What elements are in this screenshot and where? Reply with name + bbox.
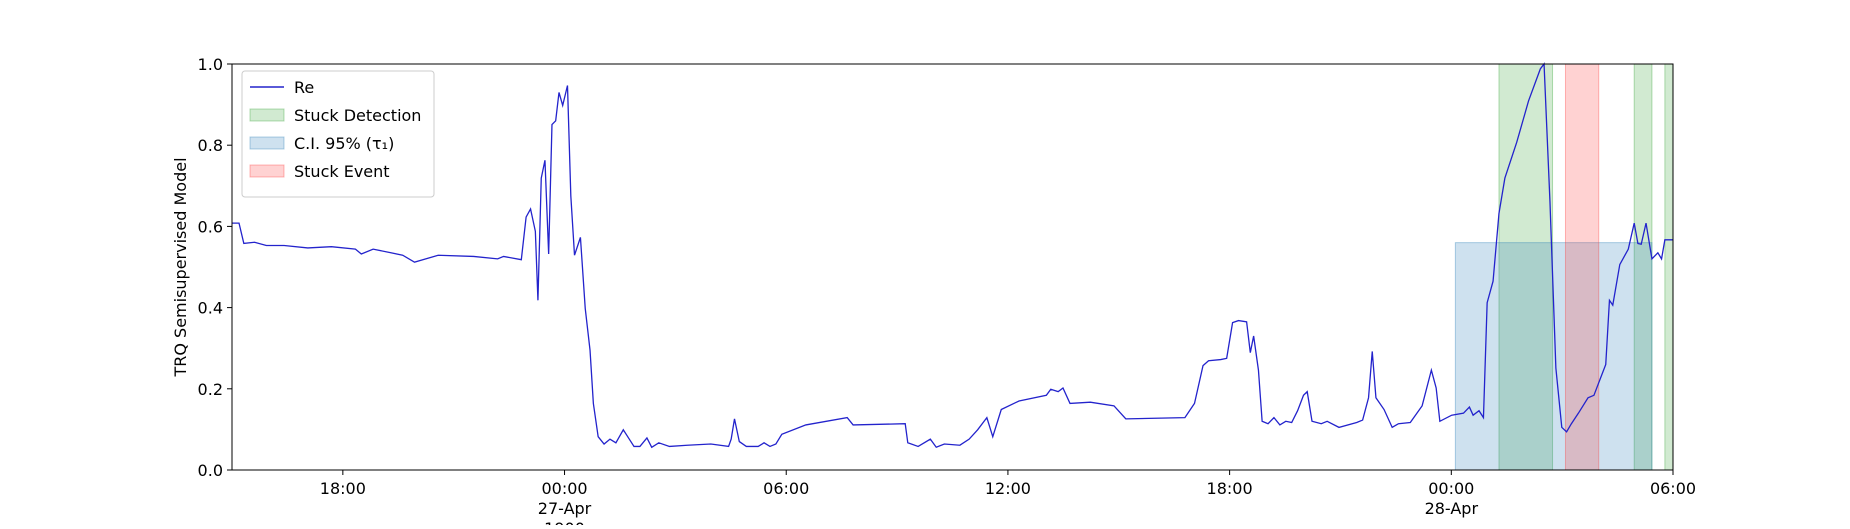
span	[1664, 63, 1674, 471]
legend-label: Stuck Detection	[294, 106, 421, 125]
x-tick-label: 12:00	[985, 479, 1031, 498]
y-tick-label: 0.4	[198, 299, 223, 318]
legend-label: C.I. 95% (τ₁)	[294, 134, 394, 153]
span	[1454, 242, 1653, 471]
x-tick-label: 06:00	[763, 479, 809, 498]
y-tick-label: 0.2	[198, 380, 223, 399]
y-tick-label: 0.6	[198, 217, 223, 236]
legend-box	[241, 70, 435, 198]
legend-swatch	[249, 136, 285, 150]
legend: Re Stuck Detection C.I. 95% (τ₁) Stuck Even…	[241, 70, 435, 198]
span	[1564, 63, 1600, 471]
legend-swatch	[249, 164, 285, 178]
y-axis-label: TRQ Semisupervised Model	[171, 157, 190, 377]
x-tick-label: 18:00	[1207, 479, 1253, 498]
legend-label: Re	[294, 78, 314, 97]
x-tick-label: 18:00	[320, 479, 366, 498]
y-tick-label: 0.8	[198, 136, 223, 155]
x-tick-label: 00:00 28-Apr	[1425, 479, 1479, 518]
y-tick-label: 1.0	[198, 55, 223, 74]
line	[232, 62, 1673, 449]
y-tick-label: 0.0	[198, 461, 223, 480]
x-tick-label: 06:00	[1650, 479, 1696, 498]
legend-swatch	[249, 108, 285, 122]
legend-label: Stuck Event	[294, 162, 390, 181]
plot-frame	[231, 63, 1674, 471]
span	[1498, 63, 1554, 471]
